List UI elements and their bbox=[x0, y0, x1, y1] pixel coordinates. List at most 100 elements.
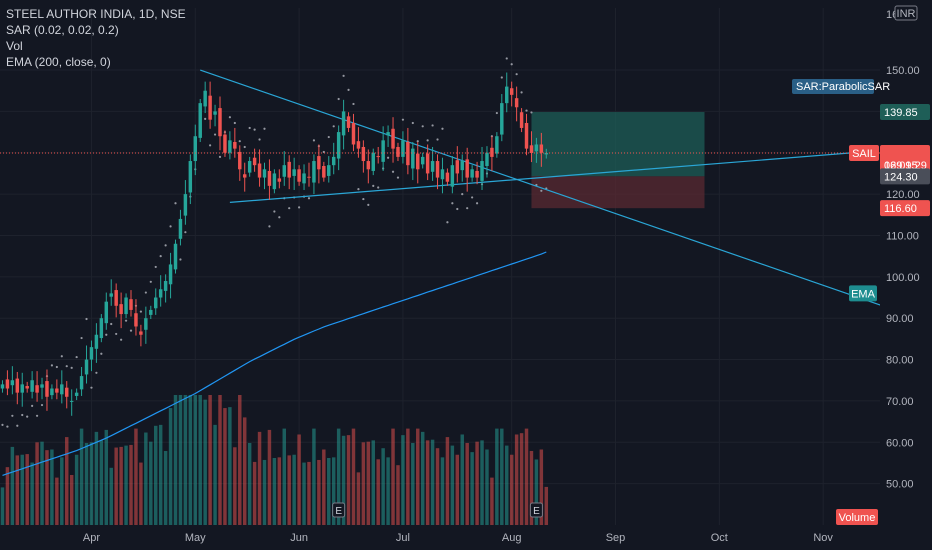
trendlines[interactable] bbox=[200, 69, 883, 307]
ema-tag-bg bbox=[849, 285, 877, 302]
candle-body bbox=[262, 169, 267, 178]
target-tag[interactable]: 139.85 bbox=[880, 104, 930, 121]
sar-dot bbox=[154, 265, 157, 269]
currency-box[interactable] bbox=[894, 5, 918, 21]
candle-body bbox=[233, 142, 237, 149]
candle-body bbox=[460, 161, 464, 171]
earnings-box[interactable] bbox=[529, 502, 543, 518]
currency-badge[interactable]: INR bbox=[894, 5, 918, 21]
trendline[interactable] bbox=[229, 152, 853, 203]
candle-body bbox=[386, 132, 390, 136]
volume-bar bbox=[371, 440, 375, 525]
stop-tag-text: 116.60 bbox=[884, 203, 917, 215]
sar-tag[interactable]: SAR:ParabolicSAR bbox=[792, 79, 890, 95]
candle bbox=[228, 131, 232, 160]
sar-dot bbox=[139, 310, 142, 313]
sar-dot bbox=[540, 189, 543, 192]
candle bbox=[168, 252, 173, 299]
sar-dot bbox=[515, 73, 518, 76]
earnings-box[interactable] bbox=[332, 502, 346, 518]
earnings-marker[interactable]: E bbox=[332, 502, 346, 518]
price-tick: 100.00 bbox=[886, 272, 920, 284]
candle bbox=[94, 323, 99, 363]
legend-symbol[interactable]: STEEL AUTHOR INDIA, 1D, NSE bbox=[6, 7, 186, 21]
sar-dot bbox=[11, 414, 14, 417]
stop-tag[interactable]: 116.60 bbox=[880, 200, 930, 217]
earnings-marker[interactable]: E bbox=[529, 502, 543, 518]
candle-body bbox=[351, 122, 356, 145]
entry-tag[interactable]: 124.30 bbox=[880, 168, 930, 185]
earnings-label: E bbox=[533, 506, 540, 517]
volume-bar bbox=[178, 395, 183, 525]
volume-bar bbox=[89, 442, 94, 525]
legend-ema[interactable]: EMA (200, close, 0) bbox=[6, 55, 111, 69]
volume-bar bbox=[292, 454, 296, 525]
volume-bar bbox=[297, 434, 301, 525]
volume-bar bbox=[376, 459, 380, 525]
legend-vol[interactable]: Vol bbox=[6, 39, 23, 53]
sail-tag[interactable]: SAIL bbox=[849, 144, 879, 161]
loss-zone[interactable] bbox=[531, 176, 705, 209]
candle bbox=[158, 275, 163, 307]
sar-dot bbox=[505, 57, 508, 60]
volume-bar bbox=[509, 454, 514, 525]
sar-dot bbox=[1, 423, 4, 427]
volume-bar bbox=[233, 447, 237, 525]
candle bbox=[401, 131, 405, 164]
candle bbox=[20, 372, 24, 407]
sar-dot bbox=[75, 355, 78, 359]
candle bbox=[445, 168, 450, 186]
time-tick: Oct bbox=[711, 532, 728, 544]
volume-bar bbox=[425, 440, 430, 525]
candle bbox=[381, 126, 385, 171]
position-zones[interactable] bbox=[531, 112, 705, 209]
candle-body bbox=[302, 173, 306, 184]
candle bbox=[519, 108, 524, 133]
volume-tag[interactable]: Volume bbox=[836, 509, 878, 525]
candle-body bbox=[312, 161, 316, 183]
legend-sar[interactable]: SAR (0.02, 0.02, 0.2) bbox=[6, 23, 119, 37]
volume-bar bbox=[514, 434, 519, 525]
candle-body bbox=[149, 309, 153, 315]
candle bbox=[25, 381, 29, 393]
volume-bar bbox=[505, 445, 509, 525]
candle-body bbox=[317, 156, 321, 170]
sar-dot bbox=[456, 207, 459, 211]
volume-bar bbox=[35, 442, 39, 525]
time-axis[interactable]: Apr May Jun Jul Aug Sep Oct Nov bbox=[83, 532, 834, 544]
volume-bar bbox=[25, 454, 29, 525]
candle-body bbox=[238, 151, 242, 170]
price-tick: 150.00 bbox=[886, 65, 920, 77]
candle bbox=[129, 290, 133, 317]
candle-body bbox=[505, 86, 509, 104]
sar-dot bbox=[337, 97, 340, 101]
candle-body bbox=[173, 243, 178, 270]
candle bbox=[193, 124, 198, 176]
candle bbox=[425, 144, 430, 181]
candle bbox=[213, 104, 217, 127]
candle bbox=[500, 94, 504, 142]
candle-body bbox=[139, 331, 143, 335]
profit-zone[interactable] bbox=[531, 112, 705, 177]
candle-body bbox=[544, 152, 549, 155]
volume-bar bbox=[203, 399, 207, 525]
sar-dot bbox=[362, 197, 365, 201]
sar-dot bbox=[451, 202, 454, 205]
candle bbox=[480, 146, 484, 190]
sar-dot bbox=[90, 386, 93, 389]
volume-bar bbox=[411, 442, 415, 525]
volume-bar bbox=[50, 449, 54, 525]
ema-tag[interactable]: EMA bbox=[849, 285, 877, 302]
sar-dot bbox=[31, 404, 34, 407]
sar-dot bbox=[386, 156, 390, 159]
trendline[interactable] bbox=[200, 69, 883, 307]
sar-dot bbox=[169, 225, 172, 228]
volume-bar bbox=[247, 442, 252, 525]
candle-body bbox=[267, 170, 272, 186]
candle bbox=[292, 157, 296, 190]
candle-body bbox=[84, 359, 89, 375]
sar-dot bbox=[80, 336, 83, 340]
sar-dot bbox=[298, 206, 301, 209]
candle-body bbox=[218, 108, 222, 137]
